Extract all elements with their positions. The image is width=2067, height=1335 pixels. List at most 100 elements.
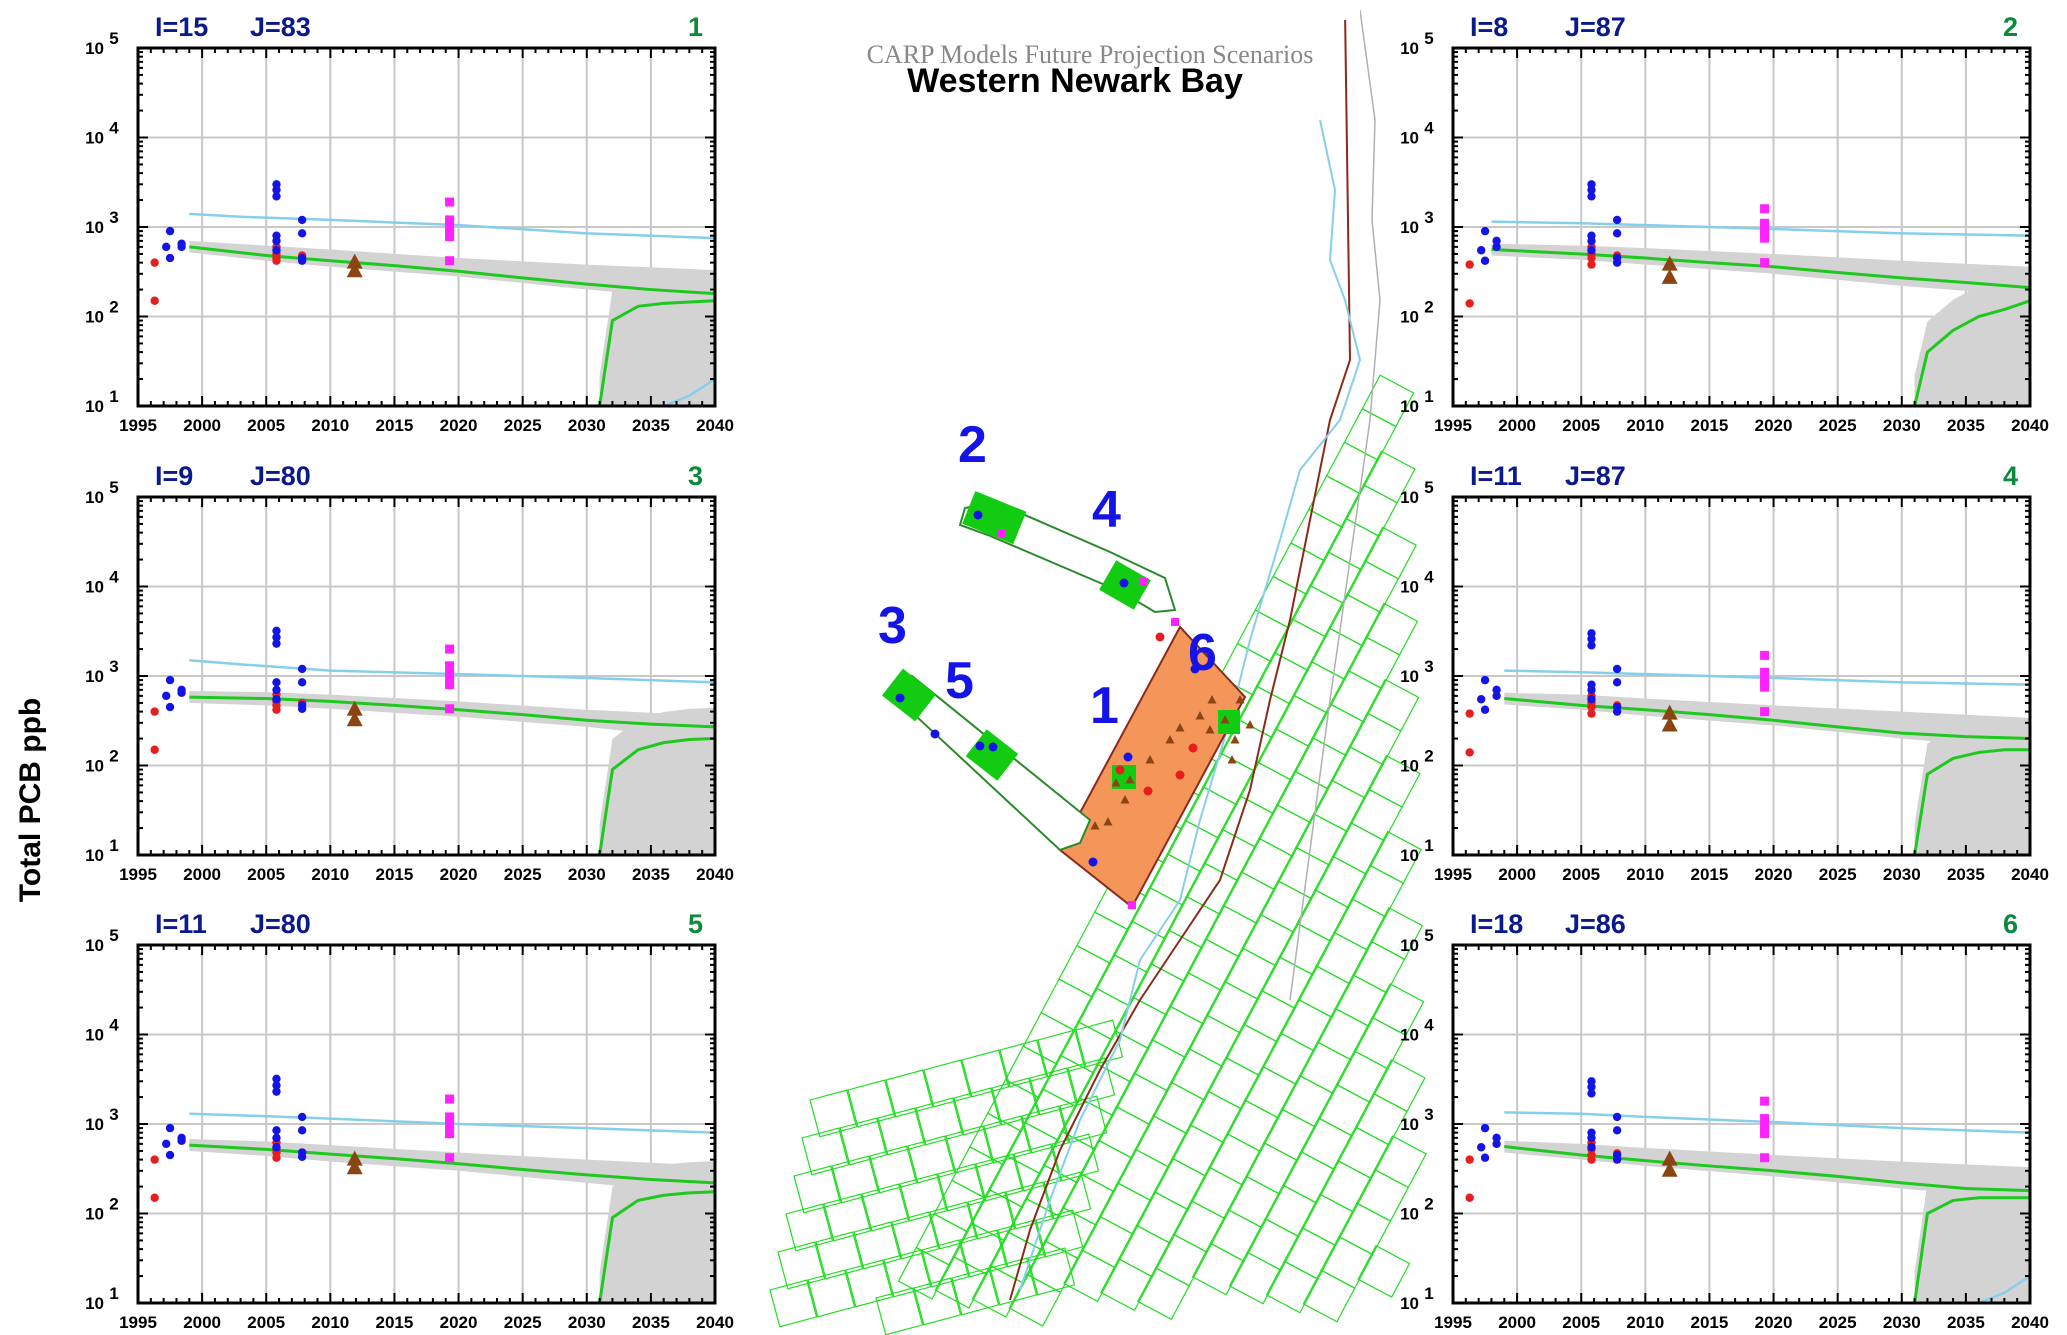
y-tick-exponent: 2: [1424, 298, 1433, 317]
y-tick-exponent: 5: [109, 29, 118, 48]
map-point-triangle: [1125, 775, 1135, 784]
point-blue: [1587, 1143, 1596, 1152]
point-blue: [162, 1139, 171, 1149]
point-blue: [1477, 1143, 1486, 1152]
point-magenta: [445, 704, 455, 714]
map-grid-cell: [937, 1163, 986, 1212]
point-blue: [272, 1074, 281, 1083]
map-point-blue: [1190, 664, 1200, 674]
map-grid-cell: [793, 1165, 842, 1214]
x-tick-label: 2000: [183, 865, 221, 884]
y-tick-exponent: 5: [109, 478, 118, 497]
point-blue: [272, 1081, 281, 1090]
y-tick-label: 10: [1400, 846, 1419, 865]
y-tick-exponent: 5: [1424, 478, 1433, 497]
map-point-red: [1155, 632, 1165, 642]
point-blue: [162, 242, 171, 252]
x-tick-label: 2020: [440, 416, 478, 435]
series-upper-line: [189, 658, 715, 684]
point-blue: [272, 1087, 281, 1096]
x-tick-label: 2035: [632, 1313, 670, 1332]
point-magenta: [1760, 1096, 1770, 1106]
point-blue: [1587, 695, 1596, 704]
panel-number: 2: [2003, 12, 2018, 42]
map-grid-cell: [921, 1239, 970, 1288]
x-tick-label: 2005: [1562, 865, 1600, 884]
recovery-band: [1914, 1167, 2030, 1303]
point-blue: [1492, 1139, 1501, 1149]
x-tick-label: 2025: [1819, 865, 1857, 884]
map-grid-cell: [847, 1079, 896, 1128]
y-tick-exponent: 3: [109, 208, 118, 227]
y-tick-label: 10: [85, 129, 104, 148]
x-tick-label: 2040: [2011, 1313, 2049, 1332]
y-tick-label: 10: [85, 846, 104, 865]
series-recovery-line: [1913, 748, 2030, 855]
chart-title: Western Newark Bay: [907, 62, 1243, 100]
map-grid-cell: [945, 1125, 994, 1174]
y-tick-label: 10: [85, 1026, 104, 1045]
series-model-line: [1504, 697, 2030, 741]
x-tick-label: 2000: [183, 1313, 221, 1332]
y-tick-exponent: 1: [1424, 1284, 1433, 1303]
map-shoreline-east: [1289, 9, 1381, 1001]
x-tick-label: 2040: [696, 865, 734, 884]
point-blue: [1587, 236, 1596, 246]
map-grid-cell: [1362, 450, 1416, 504]
x-tick-label: 1995: [119, 1313, 157, 1332]
point-blue: [165, 1150, 175, 1160]
point-blue: [1480, 1123, 1490, 1133]
y-tick-label: 10: [85, 397, 104, 416]
point-blue: [1480, 256, 1490, 265]
point-blue: [165, 253, 175, 263]
chart-panel-1: 1995 2000 2005 2010 2015 2020 2025 2030 2035 2040…: [85, 12, 734, 435]
map-grid-cell: [989, 1257, 1038, 1306]
map-grid-cell: [999, 1039, 1048, 1088]
map-grid-cell: [831, 1155, 880, 1204]
point-blue: [1612, 215, 1622, 225]
point-triangle: [346, 1150, 363, 1166]
map-grid-cell: [983, 1115, 1032, 1164]
series-recovery-line: [598, 299, 715, 406]
series-model-line: [189, 245, 715, 296]
map-grid-cell: [975, 1153, 1024, 1202]
series-recovery-line: [1913, 299, 2030, 406]
x-tick-label: 2035: [1947, 865, 1985, 884]
recovery-band: [1914, 270, 2030, 406]
panel-i-label: I=11: [1470, 461, 1522, 491]
green-box-2: [962, 491, 1027, 545]
y-tick-exponent: 4: [1424, 568, 1434, 587]
point-red: [150, 1155, 159, 1164]
map-grid-cell: [1005, 1181, 1054, 1230]
x-tick-label: 2020: [440, 1313, 478, 1332]
map-grid-cell: [861, 1183, 910, 1232]
point-blue: [272, 1143, 281, 1152]
point-magenta: [445, 1119, 455, 1129]
x-tick-label: 2005: [1562, 1313, 1600, 1332]
map-grid-cell: [1371, 983, 1425, 1037]
map-point-red: [1175, 770, 1185, 780]
point-magenta: [445, 680, 455, 690]
point-blue: [1492, 685, 1501, 695]
x-tick-label: 2005: [247, 1313, 285, 1332]
panel-i-label: I=15: [155, 12, 208, 42]
series-model-line: [189, 695, 715, 729]
point-triangle: [346, 700, 363, 716]
map-grid-cell: [907, 1135, 956, 1184]
panel-number: 1: [688, 12, 703, 42]
map-grid-cell: [1373, 1135, 1427, 1189]
point-triangle: [1661, 716, 1678, 732]
point-magenta: [445, 1153, 455, 1163]
map-title-mask: [800, 0, 1360, 20]
y-tick-exponent: 4: [109, 568, 119, 587]
map-orange-area: [1058, 625, 1247, 909]
series-model-line: [1491, 248, 2030, 290]
map-grid-cell: [845, 1259, 894, 1308]
map-point-triangle: [1235, 695, 1245, 704]
x-tick-label: 2015: [376, 416, 414, 435]
map-grid-cell: [913, 1277, 962, 1326]
x-tick-label: 2025: [504, 865, 542, 884]
x-tick-label: 2010: [311, 1313, 349, 1332]
map-grid-cell: [967, 1191, 1016, 1240]
point-triangle: [1661, 1161, 1678, 1177]
